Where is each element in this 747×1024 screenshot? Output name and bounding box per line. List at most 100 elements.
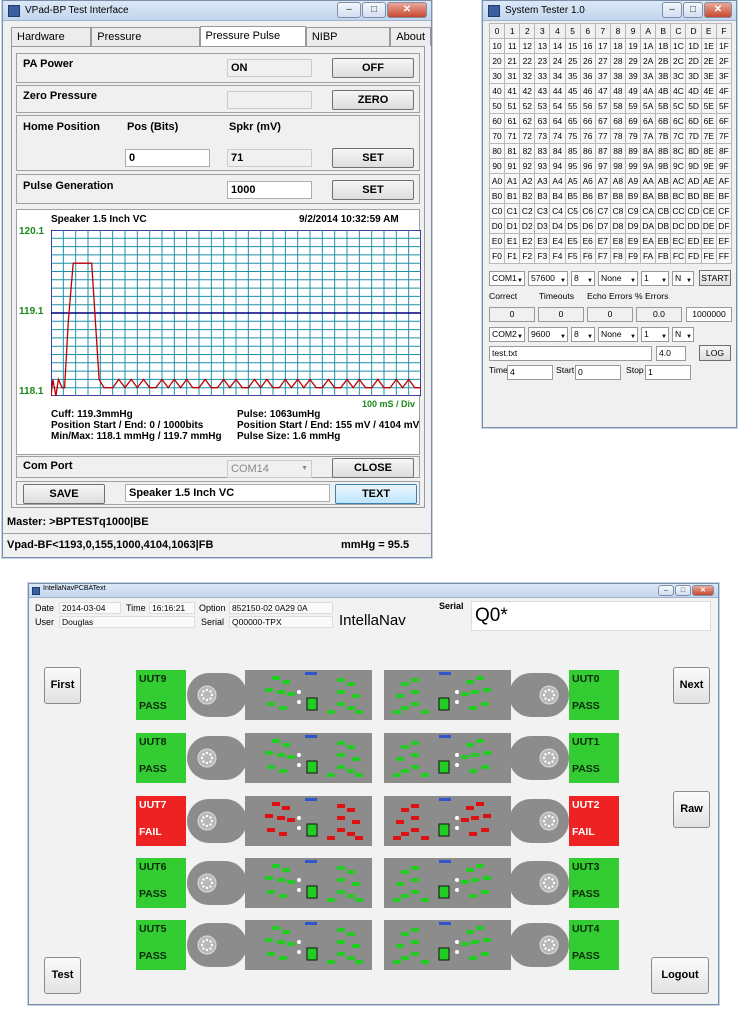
hex-cell[interactable]: DE xyxy=(700,218,717,234)
hex-cell[interactable]: 90 xyxy=(488,158,506,174)
port1-com-select[interactable]: COM1 ▼ xyxy=(489,271,525,286)
uut-badge-right[interactable]: UUT4 PASS xyxy=(569,920,619,970)
minimize-button[interactable]: – xyxy=(337,2,361,18)
port2-flow-select[interactable]: N ▼ xyxy=(672,327,694,342)
hex-cell[interactable]: 36 xyxy=(579,68,596,84)
hex-cell[interactable]: EA xyxy=(640,233,657,249)
hex-cell[interactable]: B2 xyxy=(519,188,536,204)
hex-cell[interactable]: 1C xyxy=(670,38,687,54)
hex-cell[interactable]: DA xyxy=(640,218,657,234)
hex-cell[interactable]: 4D xyxy=(685,83,702,99)
hex-cell[interactable]: 76 xyxy=(579,128,596,144)
log-value-input[interactable]: 4.0 xyxy=(656,346,686,361)
hex-cell[interactable]: 92 xyxy=(519,158,536,174)
hex-cell[interactable]: 9C xyxy=(670,158,687,174)
hex-cell[interactable]: FB xyxy=(655,248,672,264)
hex-cell[interactable]: EB xyxy=(655,233,672,249)
hex-cell[interactable]: 48 xyxy=(609,83,626,99)
hex-cell[interactable]: 7D xyxy=(685,128,702,144)
hex-cell[interactable]: 8A xyxy=(640,143,657,159)
hex-cell[interactable]: 9E xyxy=(700,158,717,174)
hex-cell[interactable]: 65 xyxy=(564,113,581,129)
hex-cell[interactable]: 80 xyxy=(488,143,506,159)
hex-cell[interactable]: 8F xyxy=(715,143,733,159)
hex-cell[interactable]: 46 xyxy=(579,83,596,99)
hex-cell[interactable]: 37 xyxy=(594,68,611,84)
hex-cell[interactable]: AC xyxy=(670,173,687,189)
zero-button[interactable]: ZERO xyxy=(332,90,414,110)
hex-cell[interactable]: 64 xyxy=(549,113,566,129)
hex-cell[interactable]: 81 xyxy=(504,143,521,159)
start-input[interactable]: 0 xyxy=(575,365,621,380)
uut-badge-left[interactable]: UUT5 PASS xyxy=(136,920,186,970)
maximize-button[interactable]: □ xyxy=(683,2,703,18)
logout-button[interactable]: Logout xyxy=(651,957,709,994)
hex-cell[interactable]: D0 xyxy=(488,218,506,234)
hex-cell[interactable]: AD xyxy=(685,173,702,189)
hex-cell[interactable]: 74 xyxy=(549,128,566,144)
hex-cell[interactable]: 62 xyxy=(519,113,536,129)
start-button[interactable]: START xyxy=(699,270,731,286)
hex-cell[interactable]: 2E xyxy=(700,53,717,69)
hex-cell[interactable]: 1A xyxy=(640,38,657,54)
hex-cell[interactable]: E0 xyxy=(488,233,506,249)
hex-cell[interactable]: 3A xyxy=(640,68,657,84)
hex-cell[interactable]: C0 xyxy=(488,203,506,219)
hex-cell[interactable]: A7 xyxy=(594,173,611,189)
hex-cell[interactable]: 98 xyxy=(609,158,626,174)
hex-cell[interactable]: F0 xyxy=(488,248,506,264)
hex-cell[interactable]: 18 xyxy=(609,38,626,54)
port2-stop-select[interactable]: 1 ▼ xyxy=(641,327,669,342)
hex-cell[interactable]: 94 xyxy=(549,158,566,174)
hex-cell[interactable]: 4A xyxy=(640,83,657,99)
hex-cell[interactable]: 39 xyxy=(624,68,642,84)
hex-cell[interactable]: 1B xyxy=(655,38,672,54)
hex-cell[interactable]: 2F xyxy=(715,53,733,69)
hex-cell[interactable]: 42 xyxy=(519,83,536,99)
hex-cell[interactable]: B9 xyxy=(624,188,642,204)
hex-cell[interactable]: 2A xyxy=(640,53,657,69)
hex-cell[interactable]: ED xyxy=(685,233,702,249)
hex-cell[interactable]: 4B xyxy=(655,83,672,99)
minimize-button[interactable]: – xyxy=(658,585,674,596)
hex-cell[interactable]: 5F xyxy=(715,98,733,114)
hex-cell[interactable]: FF xyxy=(715,248,733,264)
hex-cell[interactable]: 33 xyxy=(534,68,551,84)
hex-cell[interactable]: DC xyxy=(670,218,687,234)
close-window-button[interactable]: ✕ xyxy=(692,585,714,596)
hex-cell[interactable]: 2C xyxy=(670,53,687,69)
port2-bits-select[interactable]: 8 ▼ xyxy=(571,327,595,342)
hex-cell[interactable]: A2 xyxy=(519,173,536,189)
hex-cell[interactable]: 25 xyxy=(564,53,581,69)
port2-baud-select[interactable]: 9600 ▼ xyxy=(528,327,568,342)
hex-cell[interactable]: BC xyxy=(670,188,687,204)
hex-cell[interactable]: 16 xyxy=(579,38,596,54)
hex-cell[interactable]: 71 xyxy=(504,128,521,144)
hex-cell[interactable]: C8 xyxy=(609,203,626,219)
hex-cell[interactable]: 9D xyxy=(685,158,702,174)
hex-cell[interactable]: 4E xyxy=(700,83,717,99)
hex-cell[interactable]: D6 xyxy=(579,218,596,234)
hex-cell[interactable]: 44 xyxy=(549,83,566,99)
hex-cell[interactable]: FE xyxy=(700,248,717,264)
hex-cell[interactable]: BF xyxy=(715,188,733,204)
hex-cell[interactable]: BE xyxy=(700,188,717,204)
hex-cell[interactable]: 70 xyxy=(488,128,506,144)
uut-badge-right[interactable]: UUT3 PASS xyxy=(569,858,619,908)
hex-cell[interactable]: CF xyxy=(715,203,733,219)
hex-cell[interactable]: CC xyxy=(670,203,687,219)
hex-cell[interactable]: 51 xyxy=(504,98,521,114)
maximize-button[interactable]: □ xyxy=(675,585,691,596)
hex-cell[interactable]: 56 xyxy=(579,98,596,114)
hex-cell[interactable]: 6C xyxy=(670,113,687,129)
close-window-button[interactable]: ✕ xyxy=(387,2,427,18)
uut-badge-left[interactable]: UUT6 PASS xyxy=(136,858,186,908)
hex-cell[interactable]: 31 xyxy=(504,68,521,84)
port2-com-select[interactable]: COM2 ▼ xyxy=(489,327,525,342)
hex-cell[interactable]: 61 xyxy=(504,113,521,129)
hex-cell[interactable]: 9A xyxy=(640,158,657,174)
tab-pressure-pulse-test[interactable]: Pressure Pulse Test xyxy=(199,26,306,60)
hex-cell[interactable]: 7C xyxy=(670,128,687,144)
hex-cell[interactable]: AA xyxy=(640,173,657,189)
hex-cell[interactable]: 52 xyxy=(519,98,536,114)
